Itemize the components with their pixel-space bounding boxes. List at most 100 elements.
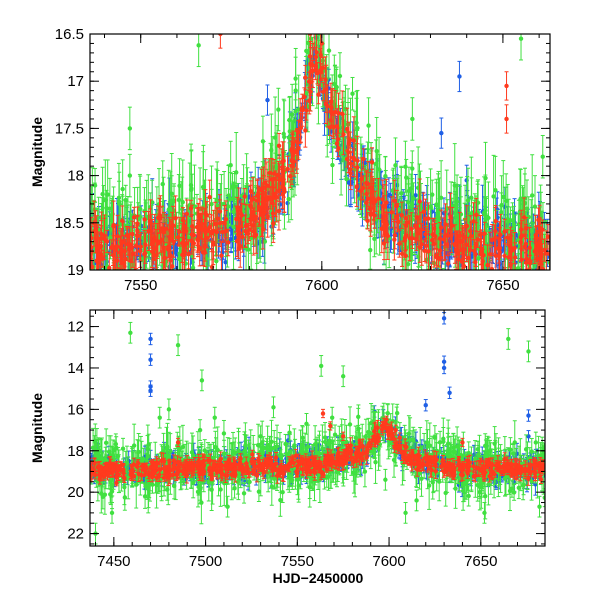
data-point-red (467, 229, 473, 270)
data-point-red (537, 465, 542, 474)
data-point-red (342, 449, 348, 458)
data-point-red (502, 452, 507, 466)
data-point-green (356, 407, 361, 426)
data-point-red (406, 449, 412, 466)
data-point-red (303, 113, 308, 148)
data-point-red (524, 248, 530, 270)
data-point-green (127, 106, 133, 151)
data-point-red (280, 151, 286, 191)
data-point-green (337, 52, 343, 100)
data-point-red (258, 463, 263, 471)
x-tick-label: 7450 (97, 553, 130, 570)
data-point-red (149, 219, 155, 269)
data-point-red (163, 214, 169, 244)
data-point-red (387, 426, 393, 434)
data-point-red (173, 195, 178, 241)
data-point-green (109, 502, 115, 524)
data-point-red (285, 155, 290, 183)
data-point-red (334, 456, 340, 470)
bottom-panel: 7450 7500 7550 7600 7650 12 14 16 18 20 22 Magnitu… (29, 309, 546, 586)
data-point-green (221, 419, 227, 447)
data-point-blue (439, 117, 444, 149)
data-point-red (218, 451, 223, 467)
data-point-blue (148, 384, 153, 397)
data-point-red (527, 465, 532, 475)
x-tick-label: 7500 (189, 553, 222, 570)
y-tick-label: 14 (67, 360, 84, 377)
data-point-green (104, 189, 109, 227)
data-point-red (267, 158, 272, 188)
data-point-red (273, 452, 279, 464)
data-point-green (443, 479, 448, 507)
data-point-green (326, 34, 332, 79)
data-point-green (529, 437, 534, 466)
data-point-green (286, 119, 292, 156)
data-point-red (361, 148, 366, 170)
data-point-green (526, 340, 531, 363)
data-point-red (196, 206, 201, 246)
data-point-red (310, 42, 316, 89)
data-point-red (293, 448, 299, 463)
data-point-red (207, 179, 212, 215)
data-point-red (115, 224, 120, 269)
data-point-red (421, 457, 426, 472)
data-point-green (276, 87, 281, 132)
data-point-red (423, 198, 428, 240)
data-point-green (157, 406, 162, 429)
data-point-green (304, 413, 309, 435)
data-point-red (304, 100, 309, 121)
data-point-red (438, 209, 444, 246)
data-point-red (315, 62, 320, 85)
data-point-red (261, 465, 267, 480)
data-point-green (394, 403, 400, 423)
data-point-green (506, 328, 511, 350)
y-tick-label: 12 (67, 319, 84, 336)
data-point-green (482, 502, 487, 524)
data-point-red (263, 158, 268, 208)
data-point-green (511, 484, 517, 501)
data-point-red (274, 172, 279, 223)
data-point-green (225, 495, 230, 518)
data-point-red (235, 196, 240, 219)
bottom-panel-data-points (90, 312, 545, 545)
data-point-red (244, 456, 249, 471)
data-point-red (142, 242, 148, 264)
data-point-red (504, 104, 509, 134)
data-point-red (111, 200, 116, 250)
data-point-red (397, 229, 402, 258)
data-point-red (259, 168, 264, 209)
data-point-red (120, 205, 125, 237)
data-point-red (391, 431, 397, 446)
data-point-green (533, 431, 539, 454)
x-tick-label: 7600 (305, 277, 338, 294)
data-point-green (376, 136, 382, 203)
data-point-red (120, 240, 126, 270)
data-point-green (373, 139, 379, 189)
y-tick-label: 20 (67, 484, 84, 501)
data-point-red (245, 222, 251, 245)
data-point-red (226, 228, 231, 257)
data-point-red (289, 137, 295, 185)
data-point-green (242, 434, 247, 468)
data-point-red (183, 460, 188, 470)
data-point-green (142, 483, 148, 509)
data-point-green (92, 168, 98, 203)
data-point-red (412, 458, 417, 470)
data-point-red (175, 437, 181, 448)
data-point-red (135, 214, 140, 248)
data-point-red (139, 469, 144, 481)
data-point-red (276, 160, 281, 191)
data-point-red (379, 425, 385, 433)
data-point-red (475, 230, 481, 248)
data-point-green (258, 425, 263, 448)
data-point-red (200, 208, 205, 240)
data-point-red (479, 467, 484, 476)
data-point-red (203, 211, 208, 248)
top-panel-data-points (90, 34, 550, 270)
data-point-red (375, 419, 380, 436)
data-point-green (100, 484, 106, 510)
data-point-red (348, 437, 353, 454)
data-point-red (456, 236, 461, 270)
data-point-blue (526, 430, 531, 443)
data-point-red (90, 216, 94, 260)
